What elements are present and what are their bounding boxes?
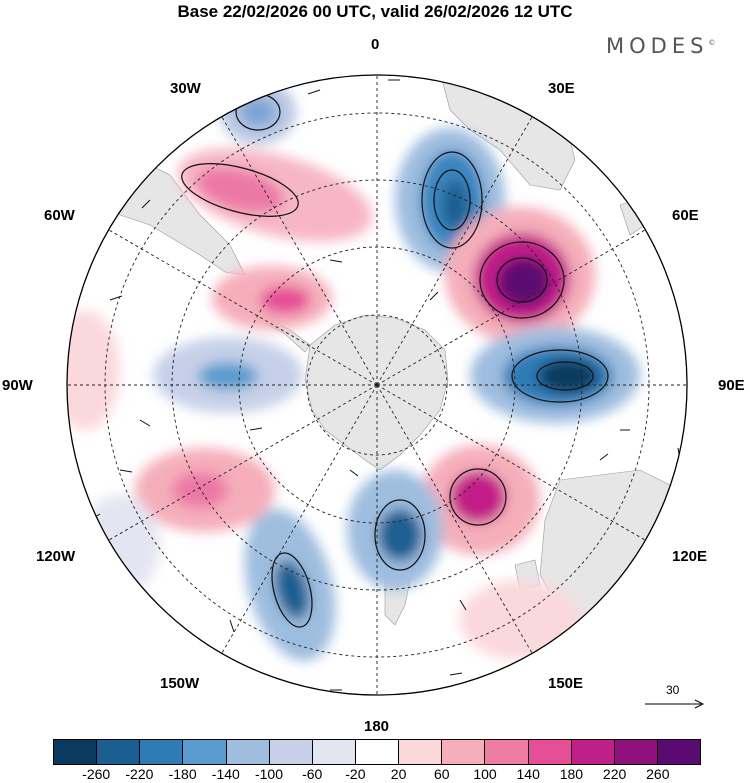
colorbar [53,739,701,765]
antarctica [304,314,449,471]
colorbar-swatch [485,740,529,764]
colorbar-tick-label: 180 [559,766,584,782]
colorbar-tick-label: -100 [254,766,284,782]
colorbar-swatch [355,740,400,764]
anomaly-positive-west [67,310,120,430]
colorbar-swatch [657,740,701,764]
colorbar-swatch [140,740,184,764]
brand-text: MODES [606,34,709,58]
reference-vector-arrow-icon [645,699,705,709]
lon-label-180: 180 [364,718,390,735]
lon-label-120e: 120E [672,548,708,565]
colorbar-swatch [614,740,658,764]
colorbar-tick-label: 140 [516,766,540,782]
modes-logo: MODES© [606,34,715,58]
colorbar-tick-label: 220 [602,766,627,782]
lon-label-120w: 120W [36,548,76,565]
colorbar-swatch [226,740,270,764]
colorbar-swatch [528,740,572,764]
lon-label-60e: 60E [672,207,699,224]
map-border [66,74,688,696]
colorbar-swatch [183,740,227,764]
colorbar-swatch [269,740,313,764]
colorbar-swatch [571,740,615,764]
colorbar-tick-label: 20 [390,766,407,782]
lon-label-90w: 90W [2,377,33,394]
lon-label-30e: 30E [548,80,575,97]
lon-label-0: 0 [371,36,380,53]
lon-label-90e: 90E [718,377,745,394]
anomaly-positive-150e [460,580,580,660]
colorbar-tick-label: -60 [302,766,323,782]
lon-label-150w: 150W [160,675,200,692]
copyright-mark: © [708,39,716,47]
anomaly-negative-120w [80,495,160,595]
colorbar-swatch [54,740,98,764]
colorbar-tick-label: -180 [168,766,197,782]
colorbar-swatch [399,740,443,764]
colorbar-swatch [312,740,356,764]
lon-label-60w: 60W [44,207,75,224]
map-title: Base 22/02/2026 00 UTC, valid 26/02/2026… [177,2,573,21]
lon-label-150e: 150E [548,675,584,692]
colorbar-swatch [97,740,141,764]
colorbar-swatch [442,740,486,764]
colorbar-tick-label: 100 [473,766,497,782]
colorbar-tick-label: -260 [82,766,111,782]
map-field [67,75,687,695]
graticule [67,75,687,695]
colorbar-tick-label: 260 [646,766,670,782]
colorbar-tick-label: -20 [345,766,366,782]
colorbar-tick-label: 60 [434,766,450,782]
lon-label-30w: 30W [170,80,201,97]
colorbar-tick-label: -140 [211,766,240,782]
colorbar-tick-label: -220 [125,766,154,782]
reference-vector-label: 30 [666,683,680,697]
